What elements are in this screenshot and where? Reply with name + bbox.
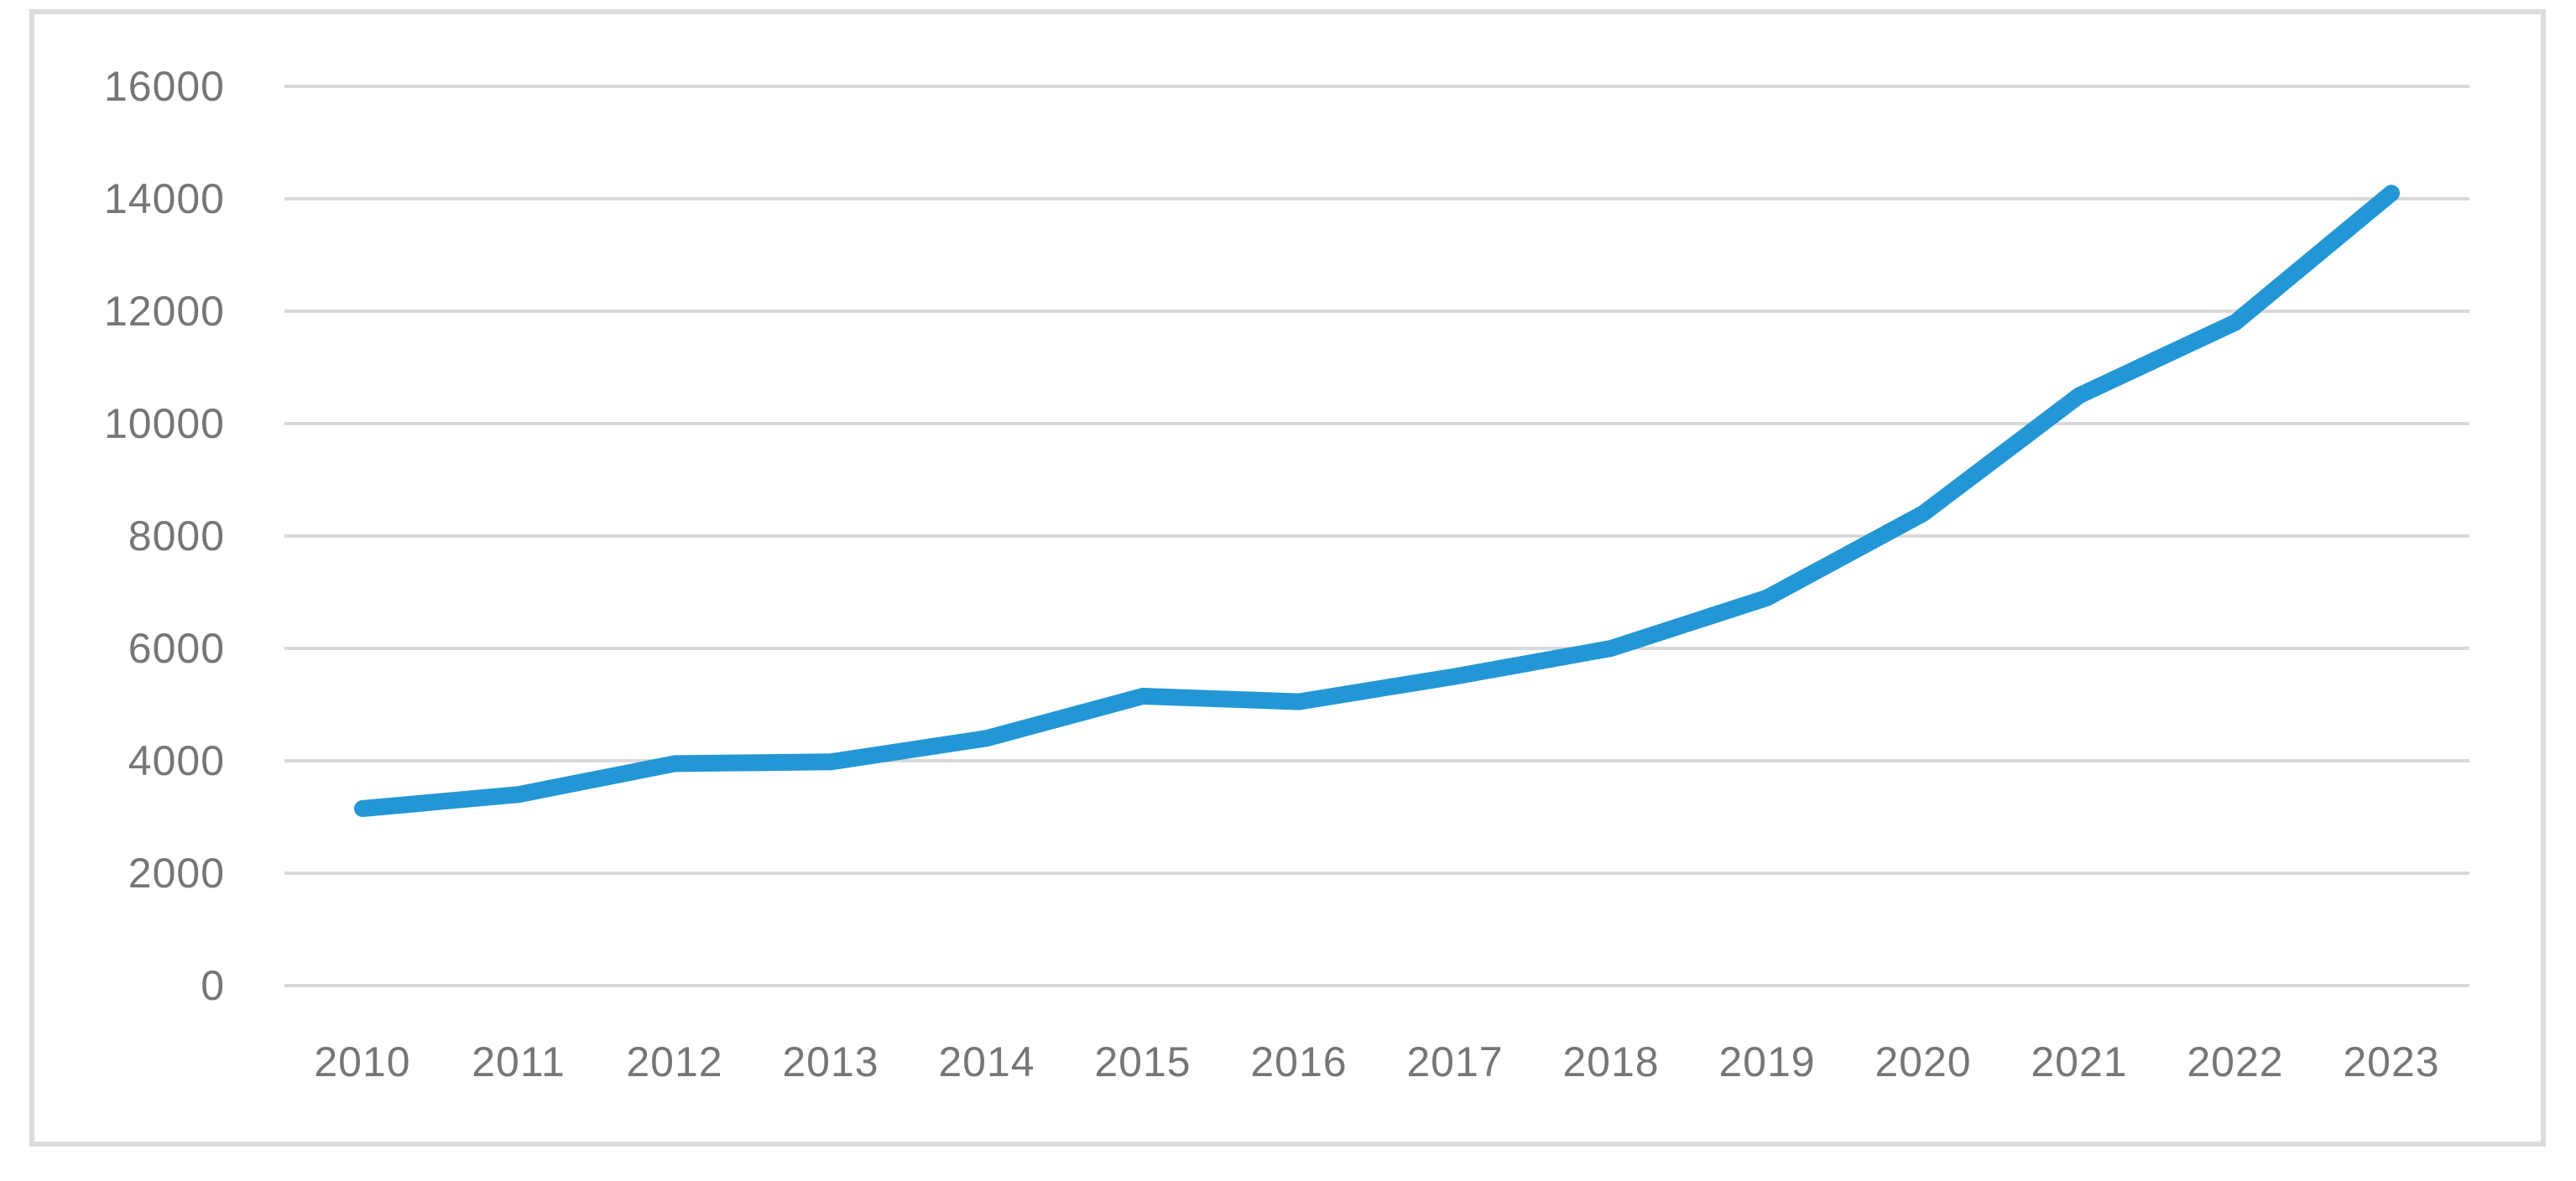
y-axis-tick-label: 12000 bbox=[104, 288, 225, 335]
x-axis-tick-label: 2013 bbox=[782, 1038, 879, 1085]
y-axis-tick-label: 6000 bbox=[128, 625, 225, 672]
y-axis-tick-label: 16000 bbox=[104, 63, 225, 110]
x-axis-tick-label: 2018 bbox=[1562, 1038, 1659, 1085]
x-axis-tick-label: 2015 bbox=[1094, 1038, 1191, 1085]
x-axis-tick-label: 2019 bbox=[1718, 1038, 1815, 1085]
y-axis-tick-label: 4000 bbox=[128, 737, 225, 784]
y-axis-tick-label: 10000 bbox=[104, 400, 225, 447]
y-axis-tick-label: 14000 bbox=[104, 175, 225, 222]
x-axis-tick-label: 2023 bbox=[2343, 1038, 2439, 1085]
x-axis-tick-label: 2021 bbox=[2031, 1038, 2127, 1085]
x-axis-tick-label: 2022 bbox=[2187, 1038, 2283, 1085]
y-axis-tick-label: 0 bbox=[201, 962, 225, 1009]
x-axis-tick-label: 2017 bbox=[1406, 1038, 1503, 1085]
data-series-line bbox=[354, 185, 2400, 817]
x-axis-tick-label: 2012 bbox=[626, 1038, 722, 1085]
x-axis-tick-label: 2011 bbox=[472, 1038, 566, 1085]
x-axis-tick-label: 2014 bbox=[938, 1038, 1035, 1085]
x-axis-tick-label: 2020 bbox=[1875, 1038, 1971, 1085]
y-axis-tick-label: 2000 bbox=[128, 850, 225, 897]
x-axis-tick-label: 2010 bbox=[314, 1038, 410, 1085]
chart-border bbox=[29, 9, 2546, 1147]
y-axis-tick-label: 8000 bbox=[128, 512, 225, 559]
x-axis-tick-label: 2016 bbox=[1250, 1038, 1347, 1085]
